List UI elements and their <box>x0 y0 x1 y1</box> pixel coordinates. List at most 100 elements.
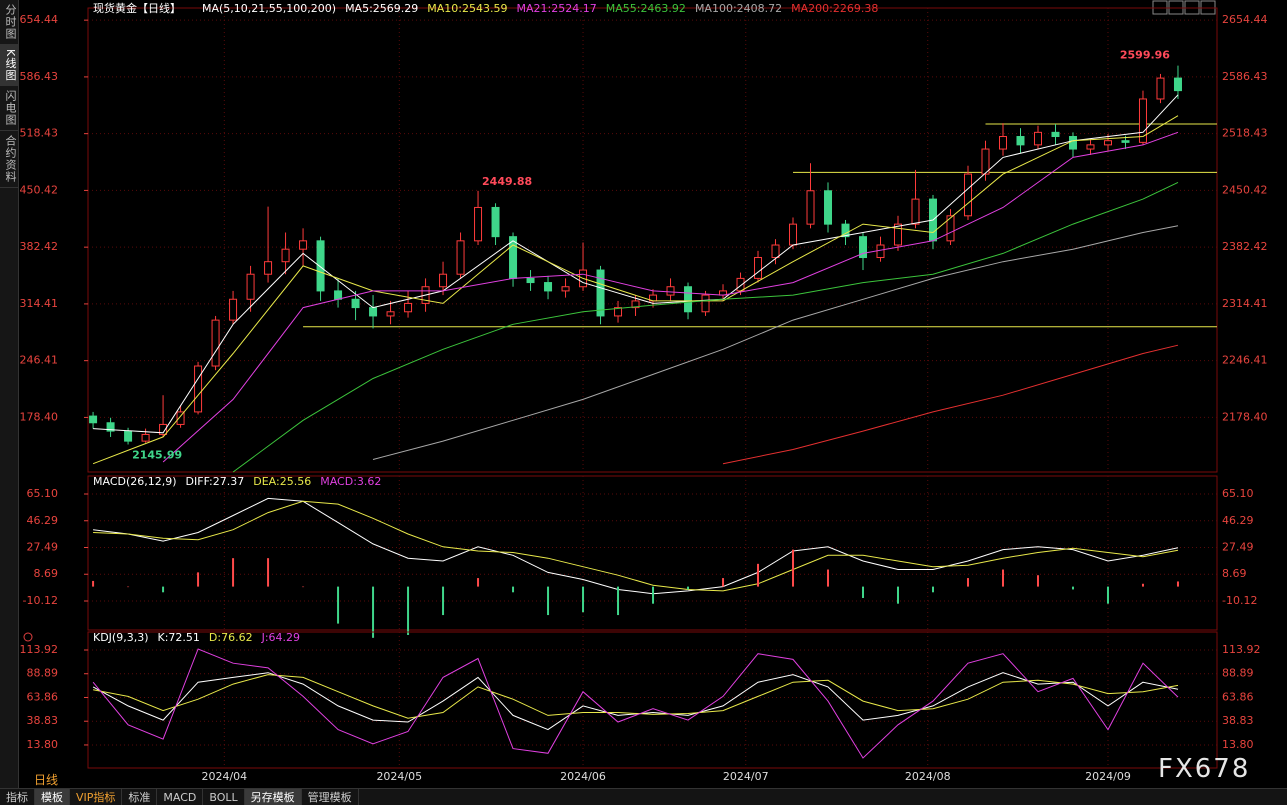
y-tick-label: 27.49 <box>27 541 59 554</box>
candle-body <box>211 319 220 367</box>
candle-body <box>491 206 500 238</box>
candle-body <box>369 307 378 317</box>
candle-body <box>106 422 115 432</box>
candle-body <box>246 273 255 300</box>
x-tick-label: 2024/07 <box>723 770 769 783</box>
candle-body <box>316 240 325 292</box>
extreme-label: 2145.99 <box>132 448 182 461</box>
y-tick-label: 63.86 <box>27 690 59 703</box>
candle-body <box>334 290 343 300</box>
y-tick-label-right: 65.10 <box>1222 487 1254 500</box>
legend-label: MA10:2543.59 <box>427 2 507 15</box>
y-tick-label-right: 63.86 <box>1222 690 1254 703</box>
macd-bar <box>1001 569 1004 587</box>
watermark: FX678 <box>1158 754 1251 784</box>
legend-label: MA200:2269.38 <box>791 2 878 15</box>
macd-bar <box>127 586 130 588</box>
settings-icon[interactable] <box>23 632 33 642</box>
tab[interactable]: 模板 <box>35 789 70 805</box>
legend-label: MA(5,10,21,55,100,200) <box>202 2 336 15</box>
tab[interactable]: 标准 <box>122 789 158 805</box>
macd-bar <box>372 586 375 638</box>
macd-bar <box>932 586 935 593</box>
y-tick-label: 113.92 <box>20 643 59 656</box>
period[interactable]: 日线 <box>34 773 59 787</box>
side-tab[interactable]: K线图 <box>0 45 18 87</box>
candle-body <box>614 307 623 317</box>
candle-body <box>439 273 448 288</box>
tab[interactable]: 指标 <box>0 789 35 805</box>
candle-body <box>544 282 553 292</box>
candle-body <box>456 240 465 275</box>
panel-border <box>87 7 1218 473</box>
candle-body <box>596 269 605 317</box>
series-line <box>162 131 1179 463</box>
macd-bar <box>477 578 480 587</box>
y-tick-label: 2314.41 <box>13 297 59 310</box>
y-tick-label: 65.10 <box>27 487 59 500</box>
y-tick-label-right: 38.83 <box>1222 714 1254 727</box>
y-tick-label-right: -10.12 <box>1222 594 1257 607</box>
macd-bar <box>547 586 550 616</box>
y-tick-label: 2450.42 <box>13 183 59 196</box>
candle-body <box>474 206 483 242</box>
side-tab[interactable]: 分时图 <box>0 0 18 45</box>
y-tick-label-right: 8.69 <box>1222 567 1247 580</box>
candle-body <box>998 136 1007 150</box>
legend-label: MA55:2463.92 <box>606 2 686 15</box>
candle-body <box>386 311 395 317</box>
candle-body <box>561 286 570 292</box>
candle-body <box>404 302 413 313</box>
tab-bar: 指标 模板 VIP指标 标准 MACD BOLL 另存模板 管理模板 <box>0 788 1287 805</box>
candle-body <box>1051 131 1060 138</box>
x-tick-label: 2024/09 <box>1085 770 1131 783</box>
sidebar: 分时图 K线图 闪电图 合约资料 <box>0 0 19 788</box>
y-tick-label-right: 88.89 <box>1222 667 1254 680</box>
candle-body <box>666 286 675 296</box>
candle-body <box>684 286 693 313</box>
x-tick-label: 2024/05 <box>376 770 422 783</box>
candle-body <box>194 365 203 413</box>
tab[interactable]: BOLL <box>203 789 245 805</box>
y-tick-label: 2178.40 <box>13 410 59 423</box>
candle-body <box>701 294 710 313</box>
series-line <box>93 94 1179 434</box>
macd-bar <box>722 578 725 587</box>
y-tick-label-right: 13.80 <box>1222 738 1254 751</box>
candle-body <box>771 244 780 259</box>
tab[interactable]: 管理模板 <box>302 789 359 805</box>
candle-body <box>859 236 868 259</box>
macd-bar <box>582 586 585 613</box>
candle-body <box>526 277 535 284</box>
y-tick-label-right: 2586.43 <box>1222 70 1268 83</box>
side-tab[interactable]: 合约资料 <box>0 131 18 189</box>
macd-bar <box>652 586 655 604</box>
tab[interactable]: 另存模板 <box>244 789 302 805</box>
macd-bar <box>617 586 620 616</box>
y-tick-label-right: 27.49 <box>1222 541 1254 554</box>
candle-body <box>229 298 238 321</box>
y-tick-label-right: 46.29 <box>1222 514 1254 527</box>
candle-body <box>736 277 745 292</box>
macd-bar <box>267 558 270 587</box>
macd-bar <box>302 586 305 588</box>
x-tick-label: 2024/06 <box>560 770 606 783</box>
legend-label: MACD:3.62 <box>320 475 381 488</box>
candle-body <box>1173 77 1182 92</box>
macd-bar <box>162 586 165 593</box>
legend-label: MA5:2569.29 <box>345 2 418 15</box>
candle-body <box>876 244 885 259</box>
candle-body <box>963 173 972 217</box>
y-tick-label-right: 2518.43 <box>1222 127 1268 140</box>
macd-bar <box>687 586 690 590</box>
side-tab[interactable]: 闪电图 <box>0 86 18 132</box>
tab[interactable]: MACD <box>157 789 204 805</box>
y-tick-label-right: 2450.42 <box>1222 183 1268 196</box>
series-line <box>93 500 1179 592</box>
candle-body <box>124 430 133 442</box>
candle-body <box>631 300 640 309</box>
candle-body <box>1033 131 1042 146</box>
macd-bar <box>897 586 900 604</box>
tab[interactable]: VIP指标 <box>70 789 123 805</box>
macd-bar <box>862 586 865 598</box>
